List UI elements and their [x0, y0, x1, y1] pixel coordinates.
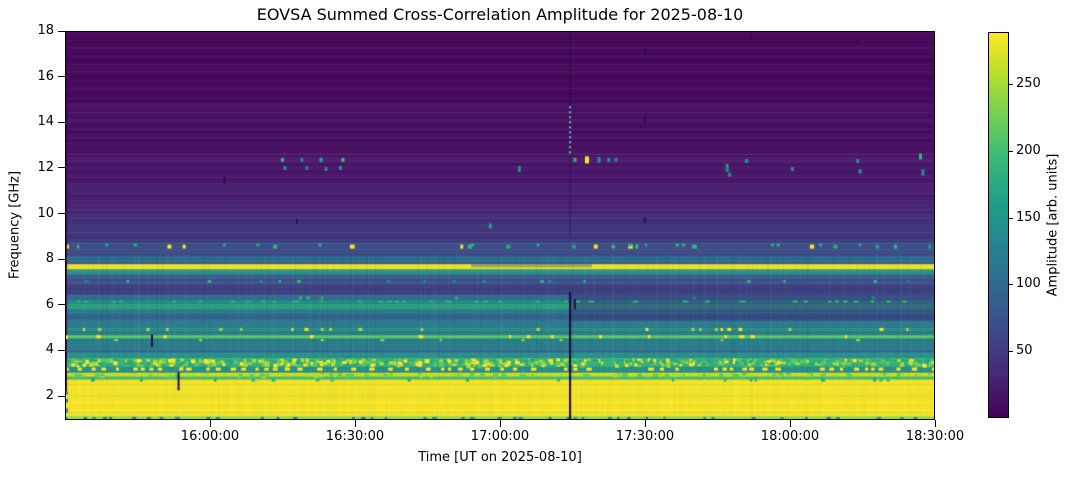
y-tick-label: 8	[45, 251, 54, 267]
y-tick-mark	[58, 213, 65, 215]
colorbar-tick-label: 100	[1016, 276, 1041, 292]
colorbar-tick-label: 50	[1016, 343, 1033, 359]
colorbar-tick-mark	[1009, 217, 1013, 219]
y-tick-label: 4	[45, 342, 54, 358]
x-tick-label: 18:30:00	[905, 429, 965, 444]
y-tick-label: 16	[37, 68, 54, 84]
colorbar-tick-mark	[1009, 84, 1013, 86]
x-tick-mark	[209, 420, 211, 427]
spectrogram-heatmap	[65, 31, 935, 420]
y-tick-mark	[58, 304, 65, 306]
y-tick-mark	[58, 349, 65, 351]
y-tick-mark	[58, 258, 65, 260]
colorbar-tick-mark	[1009, 150, 1013, 152]
colorbar-tick-label: 200	[1016, 142, 1041, 158]
y-tick-label: 14	[37, 114, 54, 130]
colorbar	[988, 32, 1009, 418]
y-tick-label: 10	[37, 205, 54, 221]
colorbar-tick-mark	[1009, 351, 1013, 353]
colorbar-tick-label: 250	[1016, 76, 1041, 92]
x-tick-mark	[644, 420, 646, 427]
x-tick-label: 16:30:00	[325, 429, 385, 444]
x-tick-label: 17:30:00	[615, 429, 675, 444]
x-tick-label: 17:00:00	[470, 429, 530, 444]
y-tick-label: 6	[45, 296, 54, 312]
y-tick-mark	[58, 395, 65, 397]
colorbar-tick-label: 150	[1016, 209, 1041, 225]
x-tick-mark	[934, 420, 936, 427]
y-tick-label: 18	[37, 23, 54, 38]
y-tick-mark	[58, 167, 65, 169]
x-axis-label: Time [UT on 2025-08-10]	[418, 450, 582, 465]
x-tick-mark	[789, 420, 791, 427]
x-tick-label: 16:00:00	[180, 429, 240, 444]
y-tick-mark	[58, 121, 65, 123]
y-tick-label: 12	[37, 159, 54, 175]
colorbar-label: Amplitude [arb. units]	[1045, 153, 1061, 297]
y-tick-label: 2	[45, 388, 54, 404]
chart-title: EOVSA Summed Cross-Correlation Amplitude…	[256, 5, 744, 24]
x-tick-label: 18:00:00	[760, 429, 820, 444]
x-tick-mark	[354, 420, 356, 427]
y-tick-mark	[58, 76, 65, 78]
y-tick-mark	[58, 30, 65, 32]
colorbar-tick-mark	[1009, 284, 1013, 286]
x-tick-mark	[499, 420, 501, 427]
